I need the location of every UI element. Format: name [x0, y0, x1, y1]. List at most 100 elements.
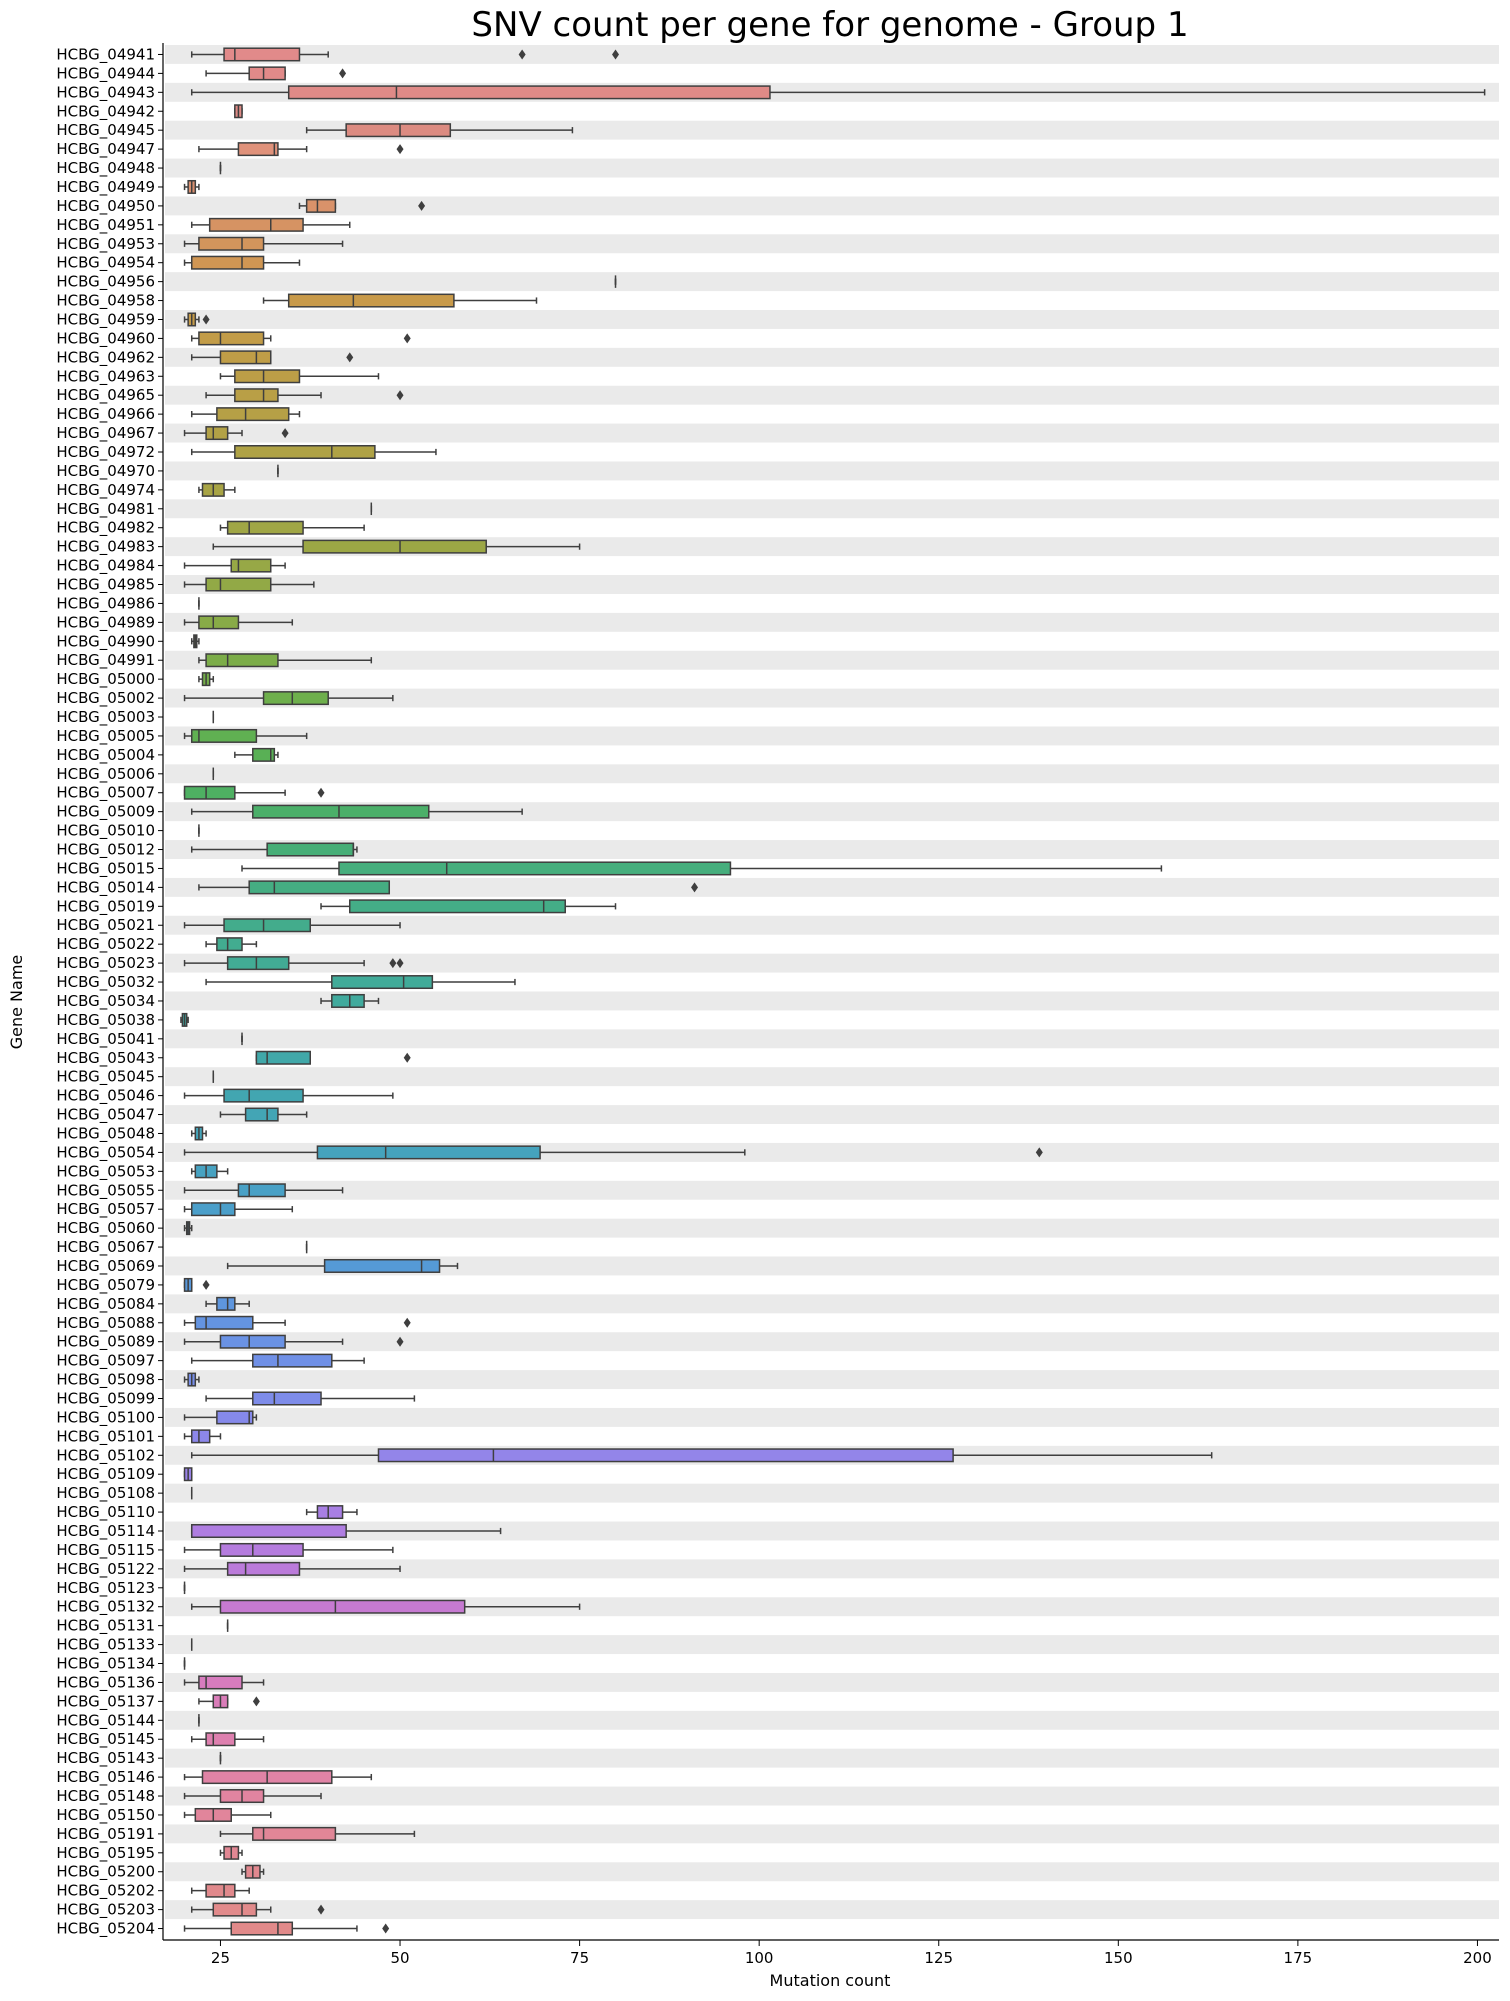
- box-hcbg-05005: [183, 728, 308, 743]
- box-hcbg-04959: [183, 312, 210, 327]
- row-band: [165, 575, 1499, 594]
- box-hcbg-04951: [190, 217, 351, 232]
- box-iqr: [252, 1826, 337, 1841]
- y-tick-labels: HCBG_04941HCBG_04944HCBG_04943HCBG_04942…: [56, 45, 163, 1939]
- box-iqr: [223, 918, 311, 933]
- box-hcbg-05097: [190, 1353, 365, 1368]
- y-tick-label: HCBG_05102: [56, 1446, 155, 1465]
- y-tick-label: HCBG_05045: [56, 1068, 155, 1087]
- y-tick-label: HCBG_05202: [56, 1882, 155, 1901]
- box-iqr: [252, 804, 430, 819]
- row-band: [165, 1067, 1499, 1087]
- box-hcbg-04974: [198, 482, 236, 497]
- row-band: [165, 688, 1499, 708]
- y-tick-label: HCBG_05115: [56, 1541, 155, 1560]
- y-tick-label: HCBG_05007: [56, 784, 155, 803]
- row-band: [165, 1294, 1499, 1314]
- y-tick-label: HCBG_05148: [56, 1787, 155, 1806]
- box-iqr: [316, 1505, 344, 1520]
- row-band: [165, 1218, 1499, 1238]
- box-hcbg-04965: [205, 388, 404, 403]
- y-tick-label: HCBG_04959: [56, 310, 155, 329]
- y-tick-label: HCBG_05132: [56, 1598, 155, 1617]
- y-tick-label: HCBG_05006: [56, 765, 155, 784]
- y-tick-label: HCBG_04984: [56, 557, 155, 576]
- row-band: [165, 310, 1499, 329]
- y-tick-label: HCBG_05032: [56, 973, 155, 992]
- box-iqr: [216, 407, 290, 422]
- box-hcbg-05021: [183, 918, 401, 933]
- box-iqr: [262, 691, 329, 706]
- box-hcbg-04947: [198, 142, 404, 157]
- y-tick-label: HCBG_05089: [56, 1333, 155, 1352]
- box-hcbg-05115: [183, 1542, 394, 1557]
- box-hcbg-04944: [205, 66, 347, 81]
- y-tick-label: HCBG_05146: [56, 1768, 155, 1787]
- y-tick-label: HCBG_05099: [56, 1389, 155, 1408]
- outlier-point: [403, 1052, 411, 1063]
- box-hcbg-04945: [305, 123, 574, 138]
- x-tick-label: 200: [1463, 1949, 1492, 1967]
- box-iqr: [208, 217, 304, 232]
- y-tick-label: HCBG_05022: [56, 935, 155, 954]
- box-hcbg-05057: [183, 1202, 294, 1217]
- box-iqr: [237, 142, 279, 157]
- row-band: [165, 1900, 1499, 1920]
- x-tick-label: 50: [390, 1949, 409, 1967]
- row-band: [165, 650, 1499, 670]
- box-hcbg-05048: [190, 1126, 207, 1141]
- box-hcbg-05032: [205, 975, 516, 990]
- box-hcbg-04958: [262, 293, 538, 308]
- y-tick-label: HCBG_05114: [56, 1522, 155, 1541]
- row-band: [165, 385, 1499, 405]
- outlier-point: [339, 68, 347, 79]
- box-iqr: [212, 1902, 258, 1917]
- box-iqr: [331, 975, 434, 990]
- box-iqr: [190, 1202, 236, 1217]
- y-tick-label: HCBG_04949: [56, 178, 155, 197]
- y-tick-label: HCBG_05048: [56, 1124, 155, 1143]
- y-tick-label: HCBG_04958: [56, 292, 155, 311]
- box-hcbg-05002: [183, 691, 394, 706]
- box-hcbg-05132: [190, 1599, 581, 1614]
- row-band: [165, 1635, 1499, 1655]
- x-tick-label: 150: [1104, 1949, 1133, 1967]
- y-tick-label: HCBG_05021: [56, 916, 155, 935]
- box-hcbg-04950: [298, 198, 426, 213]
- x-tick-label: 100: [745, 1949, 774, 1967]
- y-tick-label: HCBG_05002: [56, 689, 155, 708]
- y-tick-label: HCBG_05098: [56, 1371, 155, 1390]
- row-band: [165, 158, 1499, 178]
- box-hcbg-05110: [305, 1505, 358, 1520]
- box-iqr: [266, 842, 355, 857]
- box-hcbg-05200: [241, 1864, 265, 1879]
- y-tick-label: HCBG_04944: [56, 64, 155, 83]
- row-band: [165, 1483, 1499, 1503]
- y-tick-label: HCBG_05005: [56, 727, 155, 746]
- box-hcbg-05009: [190, 804, 523, 819]
- box-hcbg-05148: [183, 1789, 322, 1804]
- outlier-point: [389, 958, 397, 969]
- box-iqr: [205, 1883, 236, 1898]
- outlier-point: [281, 428, 289, 439]
- box-iqr: [190, 728, 258, 743]
- y-tick-label: HCBG_04943: [56, 83, 155, 102]
- box-hcbg-05019: [320, 899, 617, 914]
- box-iqr: [252, 1391, 322, 1406]
- y-tick-label: HCBG_04951: [56, 216, 155, 235]
- row-band: [165, 764, 1499, 784]
- row-band: [165, 272, 1499, 292]
- box-hcbg-04960: [190, 331, 411, 346]
- y-tick-label: HCBG_05003: [56, 708, 155, 727]
- box-hcbg-04954: [183, 255, 301, 270]
- box-hcbg-05088: [183, 1315, 411, 1330]
- box-hcbg-05204: [183, 1921, 390, 1936]
- box-iqr: [190, 1429, 211, 1444]
- row-band: [165, 1256, 1499, 1276]
- y-tick-label: HCBG_04956: [56, 273, 155, 292]
- box-hcbg-05089: [183, 1334, 404, 1349]
- box-iqr: [287, 85, 771, 100]
- y-tick-label: HCBG_05203: [56, 1901, 155, 1920]
- y-tick-label: HCBG_04982: [56, 519, 155, 538]
